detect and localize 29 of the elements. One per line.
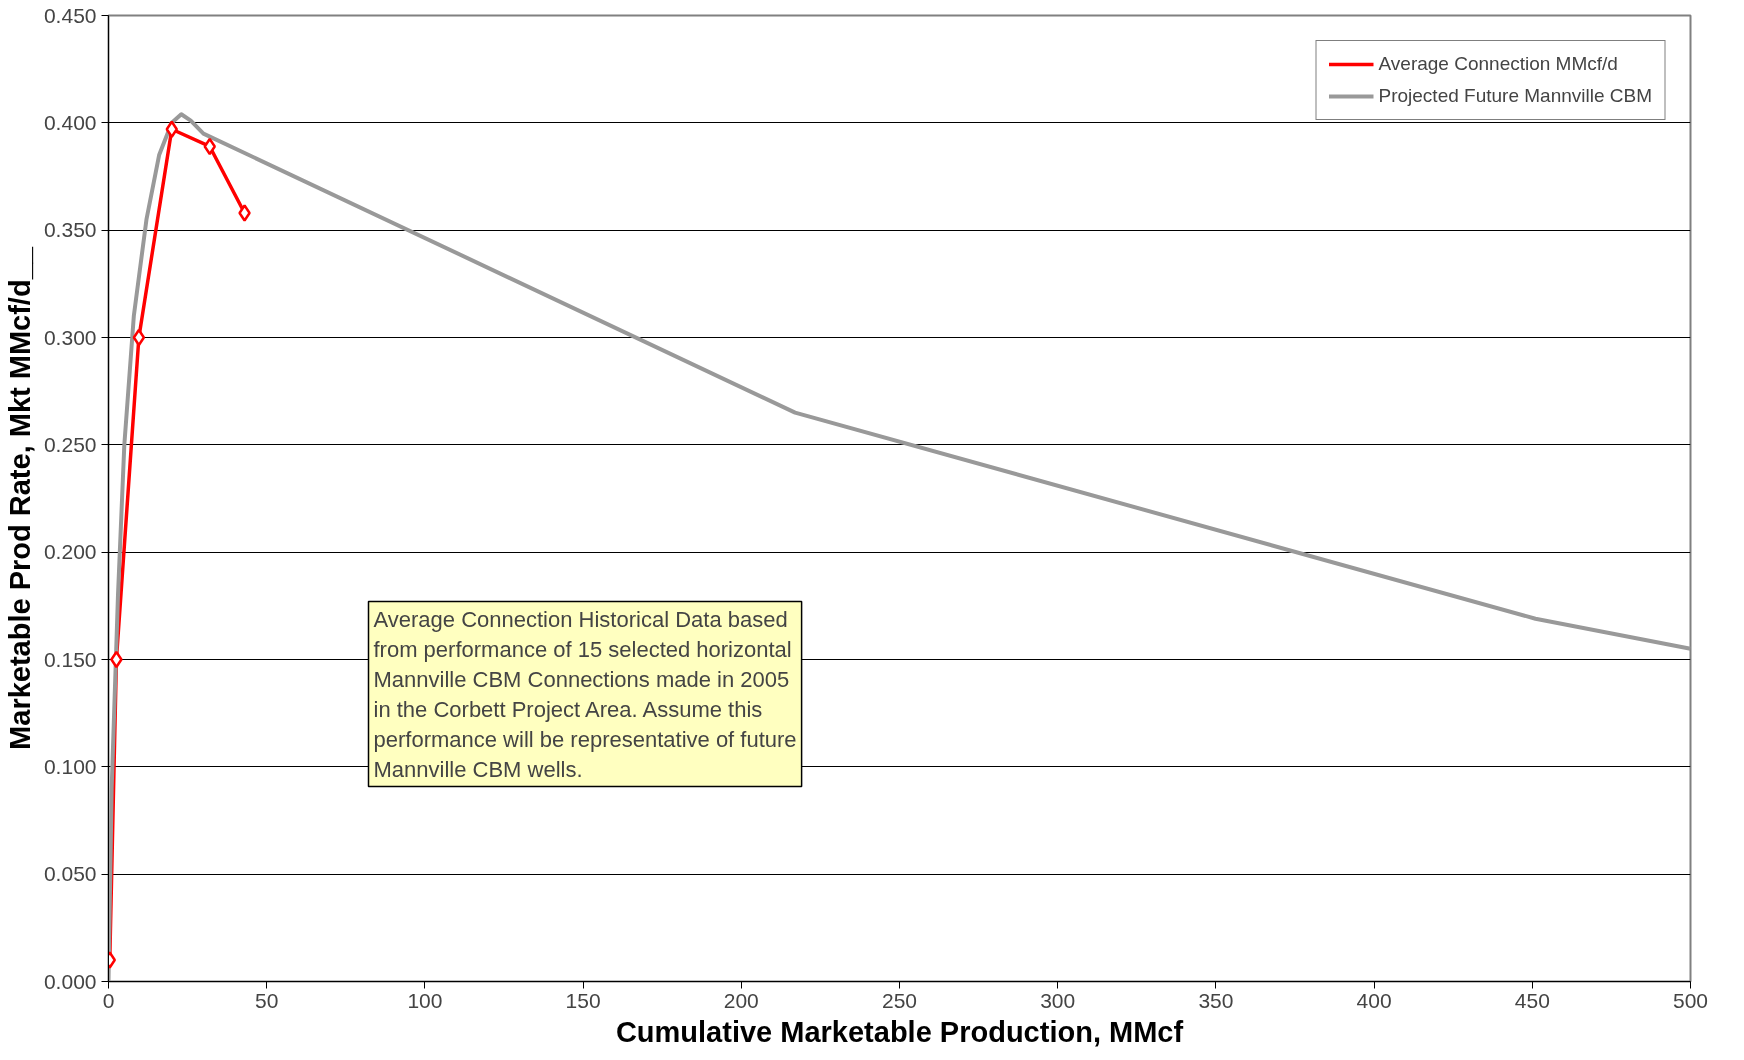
point (238, 204, 251, 222)
y-tick-label: 0.150 (43, 647, 97, 671)
y-tick-label: 0.200 (43, 540, 97, 564)
point (132, 328, 146, 347)
y-tick-label: 0.400 (43, 110, 97, 134)
annotation: Average Connection Historical Data based from performance of 15 selected horizontal Mannville CBM Connections made in 2005 in the Corbett Project Area. Assume this performance will be representative of future Mannville CBM wells. (373, 606, 797, 782)
x-tick-label: 300 (1040, 988, 1076, 1012)
x-tick-label: 450 (1514, 988, 1550, 1012)
legend-label: Projected Future Mannville CBM (1378, 85, 1652, 107)
point (165, 120, 179, 139)
legend-label: Average Connection MMcf/d (1378, 53, 1618, 75)
y-tick-label: 0.300 (43, 325, 97, 349)
y-tick-label: 0.000 (43, 969, 97, 993)
y-tick-label: 0.050 (43, 862, 97, 886)
x-tick-label: 200 (723, 988, 759, 1012)
y-tick-label: 0.250 (43, 432, 97, 456)
x-axis-title: Cumulative Marketable Production, MMcf (615, 1015, 1184, 1048)
x-tick-label: 250 (881, 988, 918, 1012)
x-tick-label: 500 (1672, 988, 1709, 1012)
y-axis-title: Marketable Prod Rate, Mkt MMcf/d__ (3, 246, 36, 750)
x-tick-label: 100 (407, 988, 443, 1012)
x-tick-label: 350 (1198, 988, 1234, 1012)
x-tick-label: 0 (102, 988, 115, 1012)
y-tick-label: 0.100 (43, 754, 97, 778)
x-tick-label: 150 (565, 988, 601, 1012)
y-tick-label: 0.350 (43, 218, 97, 242)
x-tick-label: 50 (255, 988, 279, 1012)
y-tick-label: 0.450 (43, 3, 97, 27)
x-tick-label: 400 (1356, 988, 1392, 1012)
